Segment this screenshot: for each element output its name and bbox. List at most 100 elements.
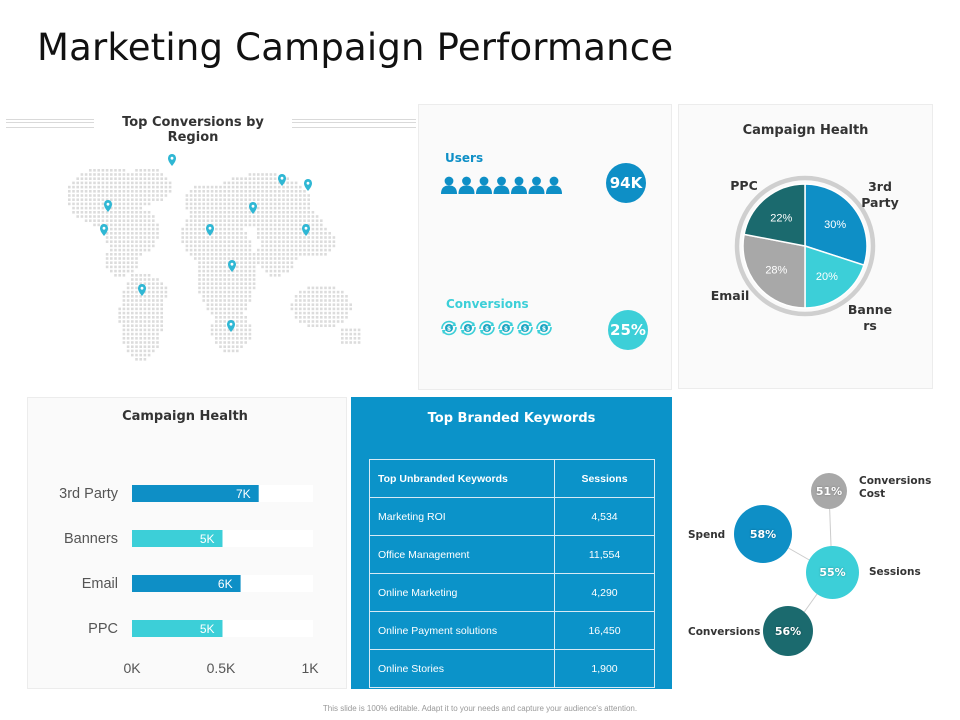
map-dot [210,332,214,336]
map-dot [261,253,264,256]
map-dot [349,332,352,336]
map-dot [210,274,214,277]
map-dot [278,236,281,239]
map-dot [227,282,231,285]
map-dot [299,194,302,197]
map-dot [198,286,201,290]
map-dot [341,303,344,306]
map-dot [80,177,84,180]
map-dot [219,219,222,222]
map-dot [311,286,315,290]
map-dot [110,215,113,218]
map-dot [231,240,235,243]
map-dot [126,194,130,197]
map-dot [261,173,264,176]
map-dot [286,198,289,201]
map-dot [156,328,159,332]
map-dot [131,194,134,197]
map-dot [122,211,126,214]
map-dot [307,219,310,222]
map-dot [97,169,100,172]
map-dot [336,299,340,302]
map-dot [114,219,117,222]
map-dot [198,282,201,285]
map-dot [269,257,273,260]
map-dot [131,206,134,210]
map-dot [210,290,214,294]
map-dot [105,232,109,235]
map-dot [198,202,201,206]
map-dot [311,316,315,319]
map-dot [135,223,138,227]
map-dot [101,219,105,222]
map-dot [286,240,289,243]
map-dot [328,307,331,311]
map-dot [135,303,138,306]
map-dot [299,248,302,252]
map-dot [265,265,268,269]
map-dot [139,358,142,361]
map-dot [122,261,126,264]
map-dot [231,185,235,189]
map-dot [286,202,289,206]
map-dot [143,248,147,252]
map-dot [328,232,331,235]
map-dot [269,269,273,273]
map-dot [131,198,134,201]
map-dot [290,244,294,248]
map-dot [269,215,273,218]
map-dot [139,324,142,327]
location-pin-icon [206,224,214,236]
map-dot [278,206,281,210]
map-dot [240,227,243,231]
map-dot [210,194,214,197]
map-dot [236,282,239,285]
map-dot [290,232,294,235]
map-dot [227,311,231,315]
map-dot [219,232,222,235]
map-dot [84,202,88,206]
map-dot [160,282,163,285]
map-dot [139,353,142,357]
map-dot [105,219,109,222]
map-dot [265,202,268,206]
map-dot [240,274,243,277]
map-dot [97,219,100,222]
map-dot [311,303,315,306]
map-dot [257,185,260,189]
map-dot [152,311,155,315]
location-pin-icon [278,174,286,186]
map-dot [227,332,231,336]
map-dot [320,240,323,243]
map-dot [240,316,243,319]
map-dot [257,190,260,193]
map-dot [139,295,142,298]
map-dot [236,324,239,327]
map-dot [147,181,151,185]
map-dot [223,332,226,336]
map-dot [131,257,134,260]
map-dot [265,248,268,252]
map-dot [131,299,134,302]
map-dot [324,320,327,323]
map-dot [269,227,273,231]
map-dot [307,307,310,311]
map-dot [282,194,285,197]
map-dot [227,240,231,243]
map-dot [215,219,218,222]
map-dot [320,311,323,315]
map-dot [89,169,92,172]
map-dot [240,307,243,311]
map-dot [240,215,243,218]
map-dot [236,240,239,243]
map-dot [122,190,126,193]
map-dot [299,185,302,189]
map-dot [248,194,252,197]
map-dot [152,194,155,197]
map-dot [126,290,130,294]
map-dot [147,211,151,214]
map-dot [215,324,218,327]
map-dot [282,198,285,201]
map-dot [219,282,222,285]
table-row: Marketing ROI 4,534 [369,497,655,536]
